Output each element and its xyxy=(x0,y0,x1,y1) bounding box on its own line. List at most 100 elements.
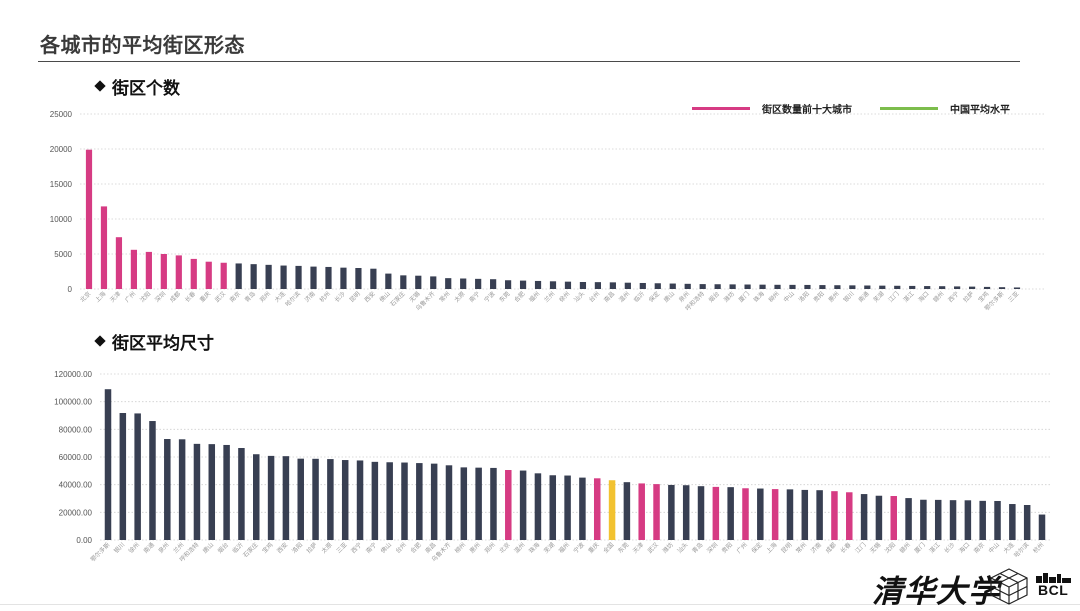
x-tick-label: 赣州 xyxy=(898,541,912,555)
y-tick-label: 20000 xyxy=(50,145,73,154)
block-count-bar xyxy=(564,281,572,289)
x-tick-label: 佛山 xyxy=(378,290,392,304)
block-size-bar xyxy=(445,465,453,540)
tsinghua-logo: 清华大学 xyxy=(872,574,1000,610)
x-tick-label: 广州 xyxy=(123,290,137,304)
block-size-bar xyxy=(579,477,586,540)
block-size-bar xyxy=(742,488,749,540)
x-tick-label: 银川 xyxy=(842,290,856,304)
x-tick-label: 大连 xyxy=(273,290,287,304)
x-tick-label: 合肥 xyxy=(409,541,423,555)
x-tick-label: 北京 xyxy=(78,290,92,304)
x-tick-label: 沈阳 xyxy=(883,541,897,555)
x-tick-label: 泉州 xyxy=(677,290,691,304)
block-count-bar xyxy=(355,268,362,289)
x-tick-label: 贵阳 xyxy=(720,541,734,555)
x-tick-label: 拉萨 xyxy=(305,541,319,555)
block-count-bar xyxy=(744,284,751,289)
x-tick-label: 惠州 xyxy=(827,290,841,304)
block-size-bar xyxy=(831,491,838,540)
x-tick-label: 宝鸡 xyxy=(976,290,990,304)
x-tick-label: 江门 xyxy=(853,541,867,555)
x-tick-label: 成都 xyxy=(824,541,838,555)
x-tick-label: 南宁 xyxy=(467,290,481,304)
x-tick-label: 临沂 xyxy=(231,541,245,555)
block-size-bar xyxy=(727,487,734,540)
block-count-bar xyxy=(534,280,542,289)
block-count-bar xyxy=(325,266,332,289)
x-tick-label: 全国 xyxy=(601,541,615,555)
x-tick-label: 保定 xyxy=(750,541,764,555)
x-tick-label: 拉萨 xyxy=(961,290,975,304)
block-size-bar xyxy=(549,475,557,540)
block-size-bar xyxy=(267,455,275,540)
block-count-bar xyxy=(954,286,961,289)
x-tick-label: 芜湖 xyxy=(542,541,556,555)
block-count-section-header: 街区个数 xyxy=(93,76,180,98)
block-size-bar xyxy=(208,444,216,540)
x-tick-label: 太原 xyxy=(452,290,466,304)
x-tick-label: 大连 xyxy=(1002,541,1016,555)
block-count-bar xyxy=(504,280,512,289)
page-title: 各城市的平均街区形态 xyxy=(40,35,245,57)
block-count-bar xyxy=(864,285,871,289)
block-size-bar xyxy=(638,483,645,540)
x-tick-label: 台州 xyxy=(587,290,601,304)
block-size-bar xyxy=(934,499,942,540)
x-tick-label: 泉州 xyxy=(157,541,171,555)
block-size-bar xyxy=(149,421,156,540)
x-tick-label: 昆明 xyxy=(780,541,793,554)
bcl-logo-text: BCL xyxy=(1038,582,1069,598)
x-tick-label: 长春 xyxy=(183,290,197,304)
block-count-bar xyxy=(205,261,212,289)
x-tick-label: 哈尔滨 xyxy=(284,290,302,308)
x-tick-label: 海口 xyxy=(957,541,971,555)
x-tick-label: 宁波 xyxy=(482,290,496,304)
block-size-bar xyxy=(238,448,245,540)
x-tick-label: 福州 xyxy=(557,541,571,555)
x-tick-label: 深圳 xyxy=(153,290,167,304)
block-count-bar xyxy=(340,267,347,289)
x-tick-label: 柳州 xyxy=(453,541,467,555)
block-size-bar xyxy=(416,463,423,540)
x-tick-label: 洛阳 xyxy=(797,290,811,304)
cube-logo-icon xyxy=(990,568,1028,605)
x-tick-label: 鄂尔多斯 xyxy=(89,541,112,564)
x-tick-label: 石家庄 xyxy=(388,290,406,308)
x-tick-label: 三亚 xyxy=(1007,290,1020,303)
block-size-bar xyxy=(297,458,304,540)
block-count-bar xyxy=(549,281,557,289)
x-tick-label: 长春 xyxy=(839,541,853,555)
x-tick-label: 洛阳 xyxy=(290,541,304,555)
block-size-bar xyxy=(223,444,230,540)
skyline-icon xyxy=(1036,573,1071,583)
x-tick-label: 烟台 xyxy=(216,541,230,555)
block-count-chart: 0500010000150002000025000北京 上海 天津 广州 沈阳 深圳 成都长… xyxy=(50,110,1045,312)
x-tick-label: 上海 xyxy=(764,541,778,555)
x-tick-label: 济南 xyxy=(303,290,317,304)
block-count-bar xyxy=(310,266,317,289)
x-tick-label: 长沙 xyxy=(942,541,956,555)
block-count-bar xyxy=(774,284,781,289)
block-count-chart-title: 街区个数 xyxy=(112,78,180,98)
x-tick-label: 昆明 xyxy=(348,290,361,303)
block-count-bar xyxy=(430,276,437,289)
x-tick-label: 无锡 xyxy=(868,541,882,555)
block-size-bar xyxy=(327,459,334,540)
x-tick-label: 青岛 xyxy=(243,290,257,304)
block-count-bar xyxy=(639,282,646,289)
block-size-bar xyxy=(134,413,141,540)
x-tick-label: 西宁 xyxy=(946,290,960,304)
block-count-bar xyxy=(85,149,93,289)
y-tick-label: 60000.00 xyxy=(59,453,93,462)
y-tick-label: 5000 xyxy=(54,250,72,259)
x-tick-label: 西安 xyxy=(275,541,289,555)
block-size-chart: 0.00 20000.00 40000.00 60000.00 80000.00 1000… xyxy=(54,370,1050,563)
block-size-bar xyxy=(712,486,720,540)
x-tick-label: 江门 xyxy=(887,290,901,304)
x-tick-label: 常州 xyxy=(794,541,808,555)
x-tick-label: 中山 xyxy=(987,541,1001,555)
block-size-bar xyxy=(490,467,497,540)
block-count-bar xyxy=(385,273,392,289)
